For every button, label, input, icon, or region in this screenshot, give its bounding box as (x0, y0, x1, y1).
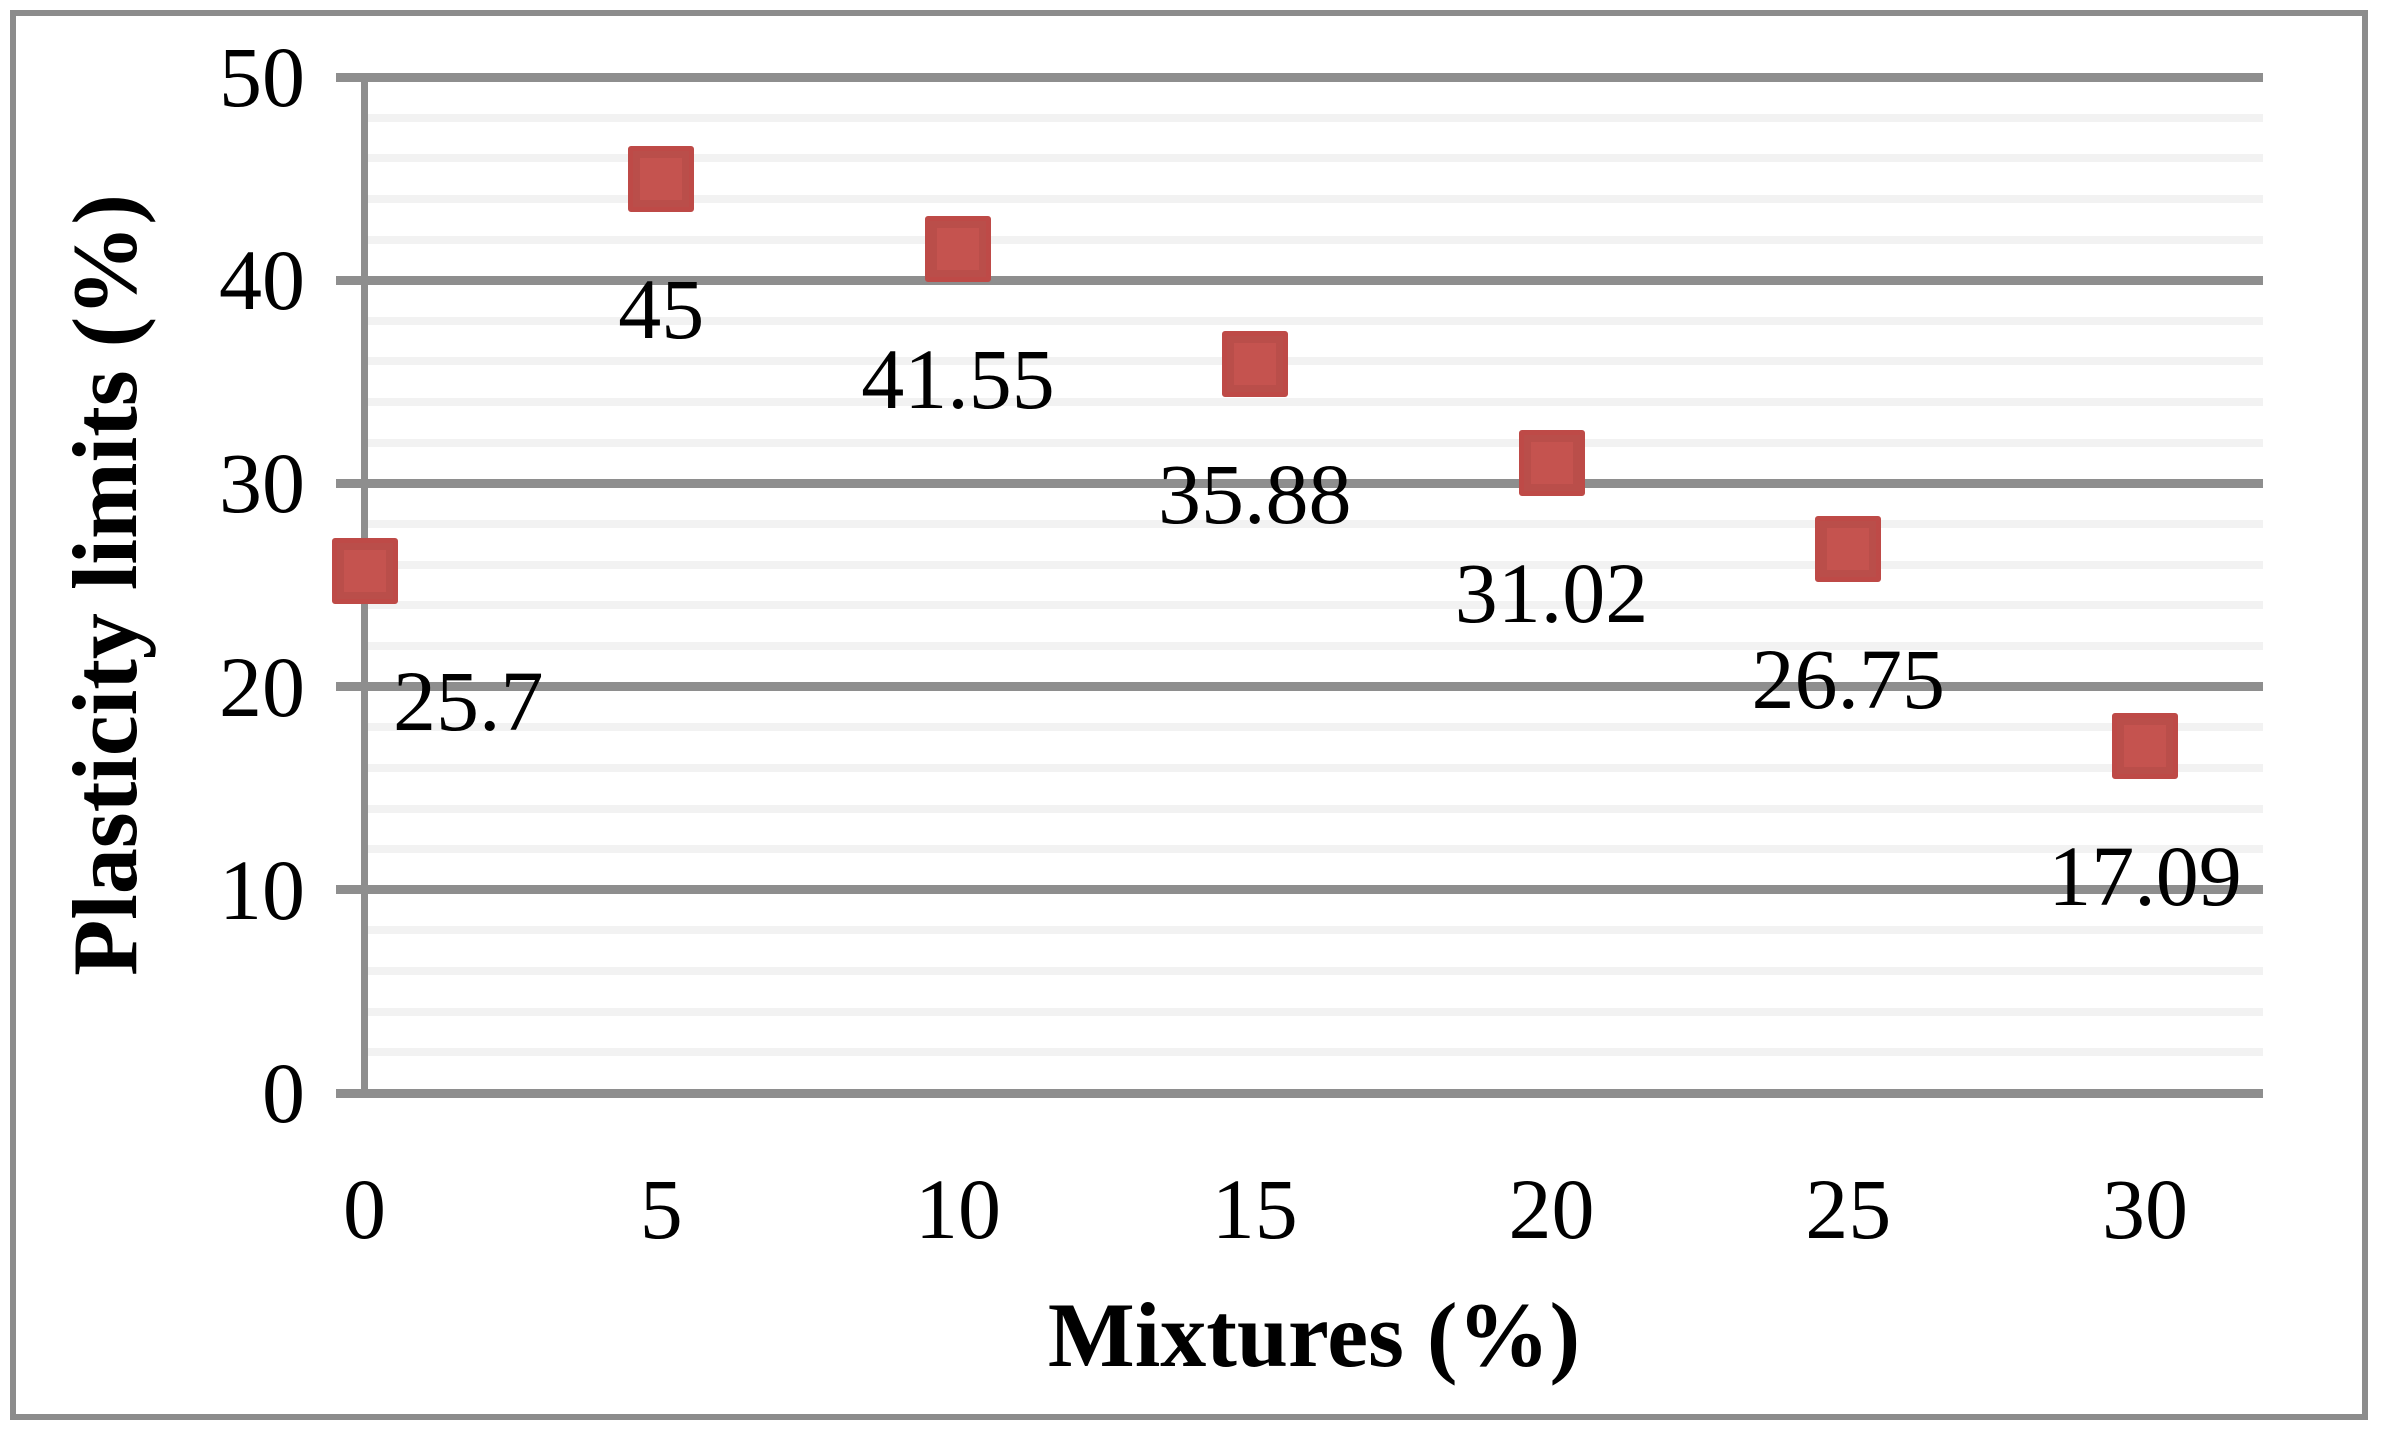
y-axis-tick-label: 0 (262, 1045, 305, 1141)
minor-gridline (364, 357, 2263, 366)
y-axis-tick-label: 30 (219, 435, 305, 532)
data-point-marker (2112, 712, 2178, 779)
x-axis-tick-label: 0 (343, 1161, 386, 1257)
minor-gridline (364, 1048, 2263, 1057)
data-point-marker (1221, 330, 1288, 397)
major-gridline (336, 885, 2263, 895)
major-gridline (336, 275, 2263, 285)
minor-gridline (364, 194, 2263, 203)
minor-gridline (364, 235, 2263, 244)
minor-gridline (364, 1007, 2263, 1016)
data-point-label: 35.88 (1158, 445, 1352, 542)
x-axis-tick-label: 20 (1508, 1161, 1595, 1257)
data-point-marker (1815, 516, 1882, 583)
data-point-label: 41.55 (861, 330, 1055, 427)
minor-gridline (364, 316, 2263, 325)
y-axis-tick-label: 50 (219, 29, 305, 125)
x-axis-tick-label: 30 (2102, 1161, 2188, 1257)
data-point-label: 45 (618, 260, 705, 357)
chart-border-frame (10, 10, 2368, 1420)
minor-gridline (364, 113, 2263, 122)
minor-gridline (364, 154, 2263, 163)
minor-gridline (364, 560, 2263, 569)
x-axis-tick-label: 15 (1211, 1161, 1298, 1257)
minor-gridline (364, 926, 2263, 935)
data-point-label: 25.7 (393, 652, 544, 749)
y-axis-tick-label: 20 (219, 638, 305, 735)
minor-gridline (364, 398, 2263, 407)
minor-gridline (364, 763, 2263, 772)
major-gridline (336, 478, 2263, 488)
data-point-label: 31.02 (1454, 544, 1649, 641)
x-axis-tick-label: 25 (1805, 1161, 1892, 1257)
data-point-label: 26.75 (1751, 631, 1946, 728)
data-point-marker (1518, 429, 1585, 496)
minor-gridline (364, 641, 2263, 650)
minor-gridline (364, 520, 2263, 529)
x-axis-title: Mixtures (%) (1047, 1284, 1581, 1386)
minor-gridline (364, 723, 2263, 732)
minor-gridline (364, 804, 2263, 813)
y-axis-tick-label: 40 (219, 232, 305, 329)
minor-gridline (364, 438, 2263, 447)
minor-gridline (364, 967, 2263, 976)
data-point-marker (331, 537, 398, 604)
minor-gridline (364, 601, 2263, 610)
data-point-marker (925, 215, 991, 282)
y-axis-tick-label: 10 (219, 841, 305, 938)
minor-gridline (364, 845, 2263, 854)
major-gridline (336, 72, 2263, 82)
major-gridline (336, 682, 2263, 692)
data-point-label: 17.09 (2048, 827, 2242, 924)
data-point-marker (628, 145, 695, 212)
major-gridline (336, 1088, 2263, 1098)
x-axis-tick-label: 10 (915, 1161, 1001, 1257)
y-axis-title: Plasticity limits (%) (54, 194, 156, 976)
x-axis-tick-label: 5 (639, 1161, 683, 1257)
